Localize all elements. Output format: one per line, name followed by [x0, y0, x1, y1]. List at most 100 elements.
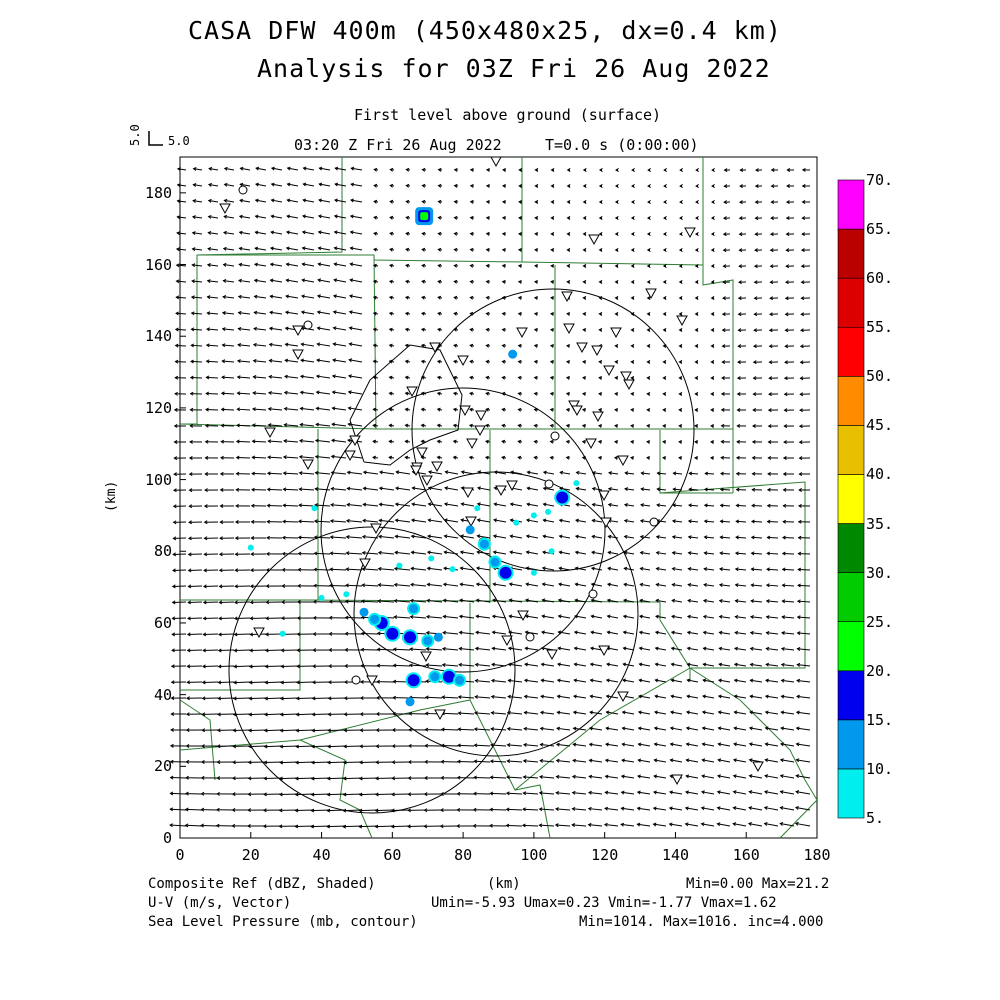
wind-vector — [795, 807, 811, 811]
wind-vector-head — [597, 423, 602, 428]
station-marker — [684, 227, 696, 239]
wind-vector-head — [284, 326, 289, 331]
wind-vector-head — [360, 631, 365, 636]
wind-vector-head — [717, 742, 722, 747]
wind-vector — [718, 679, 731, 683]
wind-vector-head — [453, 263, 458, 268]
wind-vector-head — [172, 552, 177, 557]
station-marker — [475, 410, 487, 422]
wind-vector-head — [284, 358, 289, 363]
reflectivity-echo — [359, 607, 369, 617]
wind-vector — [733, 823, 747, 827]
wind-vector-head — [636, 822, 641, 827]
wind-vector-head — [502, 183, 506, 188]
wind-vector-head — [372, 391, 377, 396]
wind-vector — [286, 295, 299, 299]
wind-vector-head — [630, 232, 635, 236]
wind-vector-head — [582, 200, 587, 204]
wind-vector — [507, 712, 523, 715]
wind-vector-head — [605, 694, 610, 699]
wind-vector-head — [523, 694, 528, 699]
wind-vector — [510, 503, 523, 507]
wind-vector-head — [405, 279, 409, 284]
wind-vector — [796, 727, 811, 731]
wind-vector — [412, 487, 427, 491]
wind-vector-head — [639, 550, 644, 555]
wind-vector-head — [710, 296, 715, 300]
wind-vector-head — [476, 502, 481, 507]
wind-vector-head — [678, 312, 683, 316]
wind-vector — [796, 695, 811, 699]
wind-vector — [720, 520, 731, 523]
wind-vector-head — [190, 327, 195, 332]
wind-vector-head — [769, 280, 774, 285]
wind-vector-head — [485, 439, 489, 444]
wind-vector-head — [549, 343, 554, 348]
wind-vector-head — [646, 280, 651, 284]
wind-vector — [493, 535, 507, 539]
wind-vector-head — [278, 808, 283, 813]
wind-vector-head — [556, 678, 561, 683]
wind-vector — [764, 807, 779, 811]
wind-vector — [606, 695, 619, 699]
wind-vector — [766, 632, 779, 635]
wind-vector-head — [622, 662, 627, 667]
wind-vector — [656, 520, 667, 523]
wind-vector-head — [269, 246, 274, 251]
wind-vector — [300, 391, 315, 395]
county-boundary — [659, 430, 806, 680]
wind-vector — [733, 807, 747, 811]
wind-vector-head — [781, 583, 786, 588]
wind-vector — [492, 647, 507, 651]
wind-vector-head — [192, 167, 197, 171]
wind-vector-head — [170, 712, 175, 717]
wind-vector-head — [763, 790, 768, 794]
wind-vector — [576, 503, 587, 507]
wind-vector — [701, 807, 715, 811]
wind-vector-head — [541, 582, 546, 587]
wind-vector — [704, 488, 715, 491]
wind-vector — [271, 199, 283, 203]
wind-vector-head — [442, 614, 447, 619]
wind-vector-head — [780, 710, 785, 715]
wind-vector-head — [301, 262, 306, 267]
wind-vector-head — [747, 822, 752, 826]
wind-vector — [478, 471, 491, 475]
wind-vector-head — [694, 408, 699, 412]
wind-vector — [476, 599, 491, 603]
wind-vector — [702, 695, 715, 699]
wind-vector — [572, 775, 587, 779]
wind-vector — [702, 711, 715, 715]
wind-vector-head — [630, 455, 634, 460]
wind-vector — [222, 328, 235, 331]
wind-vector-head — [662, 376, 667, 380]
wind-vector-head — [754, 248, 758, 253]
wind-vector-head — [327, 728, 332, 733]
wind-vector-head — [630, 360, 635, 364]
wind-vector-head — [377, 566, 382, 571]
wind-vector-head — [534, 184, 539, 188]
wind-vector — [491, 712, 507, 715]
wind-vector-head — [575, 486, 580, 491]
wind-vector — [638, 711, 651, 715]
wind-vector-head — [223, 230, 227, 235]
station-marker — [550, 431, 560, 441]
wind-vector — [641, 472, 651, 475]
wind-vector-head — [489, 775, 494, 780]
wind-vector-head — [685, 774, 690, 779]
valid-time: 03:20 Z Fri 26 Aug 2022 — [294, 136, 502, 154]
wind-vector-head — [269, 310, 274, 315]
wind-vector — [239, 215, 251, 219]
wind-vector-head — [630, 328, 635, 332]
wind-vector-head — [590, 598, 595, 603]
wind-vector-head — [550, 216, 555, 220]
wind-vector-head — [646, 455, 650, 460]
wind-vector — [797, 648, 811, 651]
wind-vector — [411, 567, 427, 571]
wind-vector-head — [750, 567, 755, 572]
wind-vector-head — [452, 391, 457, 396]
wind-vector-head — [330, 502, 334, 507]
wind-vector — [720, 504, 731, 507]
wind-vector — [329, 584, 347, 587]
wind-vector — [653, 791, 667, 795]
